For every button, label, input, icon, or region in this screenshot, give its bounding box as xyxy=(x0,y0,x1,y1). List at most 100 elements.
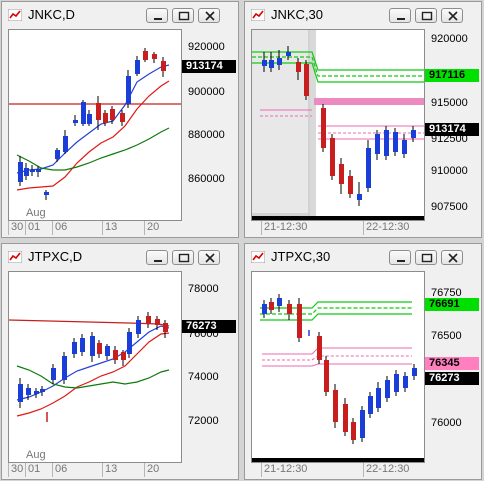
maximize-button[interactable] xyxy=(172,8,194,23)
time-axis-label: 01 xyxy=(28,221,41,233)
maximize-icon xyxy=(178,253,190,263)
candle xyxy=(262,304,267,314)
time-axis-tick xyxy=(52,463,53,477)
window-titlebar[interactable]: JNKC,30 xyxy=(245,2,481,28)
minimize-button[interactable] xyxy=(146,8,168,23)
candle xyxy=(90,336,95,356)
close-button[interactable] xyxy=(441,250,463,265)
minimize-icon xyxy=(397,260,405,262)
price-axis: 78000 76000 74000 72000 76273 xyxy=(182,271,238,463)
price-chart-plot[interactable] xyxy=(251,271,425,463)
mid-moving-average-line xyxy=(16,332,170,417)
candle xyxy=(269,302,274,310)
minimize-button[interactable] xyxy=(389,250,411,265)
maximize-icon xyxy=(421,253,433,263)
candle xyxy=(368,396,373,414)
candle xyxy=(18,162,23,182)
time-axis: 30 01 06 13 20 xyxy=(8,221,182,237)
price-axis-label: 915000 xyxy=(431,97,468,109)
candle xyxy=(155,319,160,325)
candle xyxy=(161,61,166,71)
candle xyxy=(403,376,408,388)
candle xyxy=(30,170,35,172)
time-axis: 30 01 06 13 20 xyxy=(8,463,182,479)
price-chart-plot[interactable] xyxy=(8,271,182,463)
window-title: JTPXC,30 xyxy=(271,249,331,264)
time-axis-label: 13 xyxy=(105,221,118,233)
candle xyxy=(296,62,301,72)
candle xyxy=(152,54,157,59)
chart-window-jnkc-daily[interactable]: JNKC,D xyxy=(1,1,239,238)
candle xyxy=(51,368,56,380)
maximize-icon xyxy=(178,11,190,21)
maximize-button[interactable] xyxy=(172,250,194,265)
price-axis-label: 74000 xyxy=(188,371,219,383)
maximize-button[interactable] xyxy=(415,8,437,23)
time-axis-label: 13 xyxy=(105,463,118,475)
candle xyxy=(297,304,302,338)
close-button[interactable] xyxy=(441,8,463,23)
candle xyxy=(330,138,335,176)
candle xyxy=(402,140,407,154)
candle xyxy=(96,103,101,120)
session-bar xyxy=(252,216,424,220)
window-titlebar[interactable]: JTPXC,30 xyxy=(245,244,481,270)
time-axis-tick xyxy=(261,221,262,235)
candle xyxy=(135,60,140,74)
last-price-tag: 913174 xyxy=(425,123,479,136)
candle xyxy=(62,356,67,380)
candle xyxy=(277,298,282,306)
time-axis-label: 20 xyxy=(147,221,160,233)
maximize-button[interactable] xyxy=(415,250,437,265)
window-titlebar[interactable]: JTPXC,D xyxy=(2,244,238,270)
close-icon xyxy=(448,11,458,21)
price-axis-label: 910000 xyxy=(431,165,468,177)
candle xyxy=(269,60,274,68)
candle xyxy=(351,422,356,440)
session-bar xyxy=(252,458,424,462)
candlestick-chart xyxy=(252,30,424,220)
candle xyxy=(304,64,309,96)
candle xyxy=(384,130,389,156)
candle xyxy=(339,164,344,184)
candles xyxy=(262,294,417,444)
candle xyxy=(63,136,68,152)
price-chart-plot[interactable] xyxy=(8,29,182,221)
price-chart-plot[interactable] xyxy=(251,29,425,221)
candle xyxy=(18,384,23,402)
time-axis-tick xyxy=(144,221,145,235)
close-button[interactable] xyxy=(198,250,220,265)
pink-band-price-tag: 76345 xyxy=(425,357,479,370)
candle xyxy=(343,404,348,432)
candle xyxy=(357,194,362,200)
month-label: Aug xyxy=(26,207,46,219)
time-axis-label: 20 xyxy=(147,463,160,475)
candle xyxy=(121,352,126,360)
price-axis-label: 76500 xyxy=(431,330,462,342)
close-button[interactable] xyxy=(198,8,220,23)
time-axis-label: 30 xyxy=(11,463,24,475)
candle xyxy=(385,380,390,398)
candle xyxy=(333,390,338,422)
candle xyxy=(136,320,141,334)
window-title: JNKC,30 xyxy=(271,7,324,22)
minimize-button[interactable] xyxy=(389,8,411,23)
candlestick-chart xyxy=(9,48,181,200)
time-axis-label: 21-12:30 xyxy=(264,463,308,475)
time-axis-label: 30 xyxy=(11,221,24,233)
candle xyxy=(55,150,60,159)
window-title: JNKC,D xyxy=(28,7,75,22)
minimize-button[interactable] xyxy=(146,250,168,265)
candle xyxy=(277,58,282,65)
candle xyxy=(146,316,151,324)
candle xyxy=(26,388,31,395)
window-titlebar[interactable]: JNKC,D xyxy=(2,2,238,28)
time-axis-label: 21-12:30 xyxy=(264,221,308,233)
candle xyxy=(393,132,398,152)
chart-window-jnkc-30min[interactable]: JNKC,30 xyxy=(244,1,482,238)
chart-window-jtpxc-30min[interactable]: JTPXC,30 xyxy=(244,243,482,480)
chart-window-jtpxc-daily[interactable]: JTPXC,D xyxy=(1,243,239,480)
price-axis: 920000 915000 912500 910000 907500 91711… xyxy=(425,29,481,221)
candle xyxy=(110,109,115,120)
long-moving-average-line xyxy=(16,365,170,389)
